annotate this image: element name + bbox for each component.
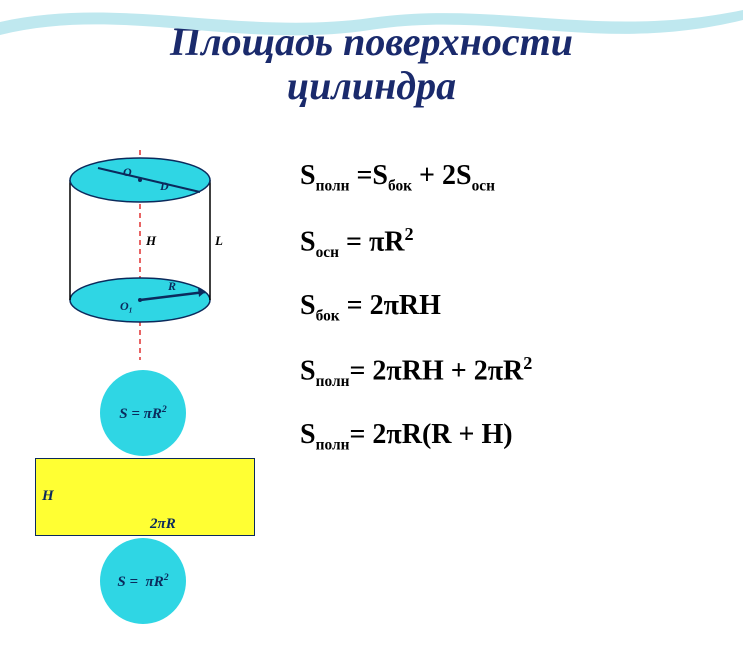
circle-label-top: S = πR2 (119, 404, 166, 423)
formula-1: Sполн =Sбок + 2Sосн (300, 160, 723, 196)
formula-2: Sосн = πR2 (300, 224, 723, 262)
unrolled-rectangle (35, 458, 255, 536)
formula-3: Sбок = 2πRH (300, 290, 723, 326)
unrolled-bottom-circle: S = πR2 (100, 538, 186, 624)
title-line-2: цилиндра (287, 63, 456, 108)
rect-label-H: H (42, 488, 54, 505)
label-H: H (145, 233, 157, 248)
circle-label-bottom: S = πR2 (117, 572, 168, 591)
diagrams-column: O D O₁ R H L S = πR2 H 2πR (20, 150, 280, 650)
page-title: Площадь поверхности цилиндра (0, 0, 743, 108)
unrolled-top-circle: S = πR2 (100, 370, 186, 456)
cylinder-svg: O D O₁ R H L (50, 150, 250, 360)
title-line-1: Площадь поверхности (170, 19, 573, 64)
unrolled-diagram: S = πR2 H 2πR S = πR2 (30, 370, 270, 650)
label-O: O (123, 165, 132, 179)
label-O1: O₁ (120, 299, 133, 313)
formulas-block: Sполн =Sбок + 2Sосн Sосн = πR2 Sбок = 2π… (300, 160, 723, 483)
label-D: D (159, 179, 169, 193)
cylinder-diagram: O D O₁ R H L (50, 150, 250, 350)
content-area: O D O₁ R H L S = πR2 H 2πR (0, 150, 743, 660)
label-R: R (167, 279, 176, 293)
formula-4: Sполн= 2πRH + 2πR2 (300, 353, 723, 391)
label-L: L (214, 233, 223, 248)
formula-5: Sполн= 2πR(R + H) (300, 419, 723, 455)
rect-label-2piR: 2πR (150, 516, 176, 533)
